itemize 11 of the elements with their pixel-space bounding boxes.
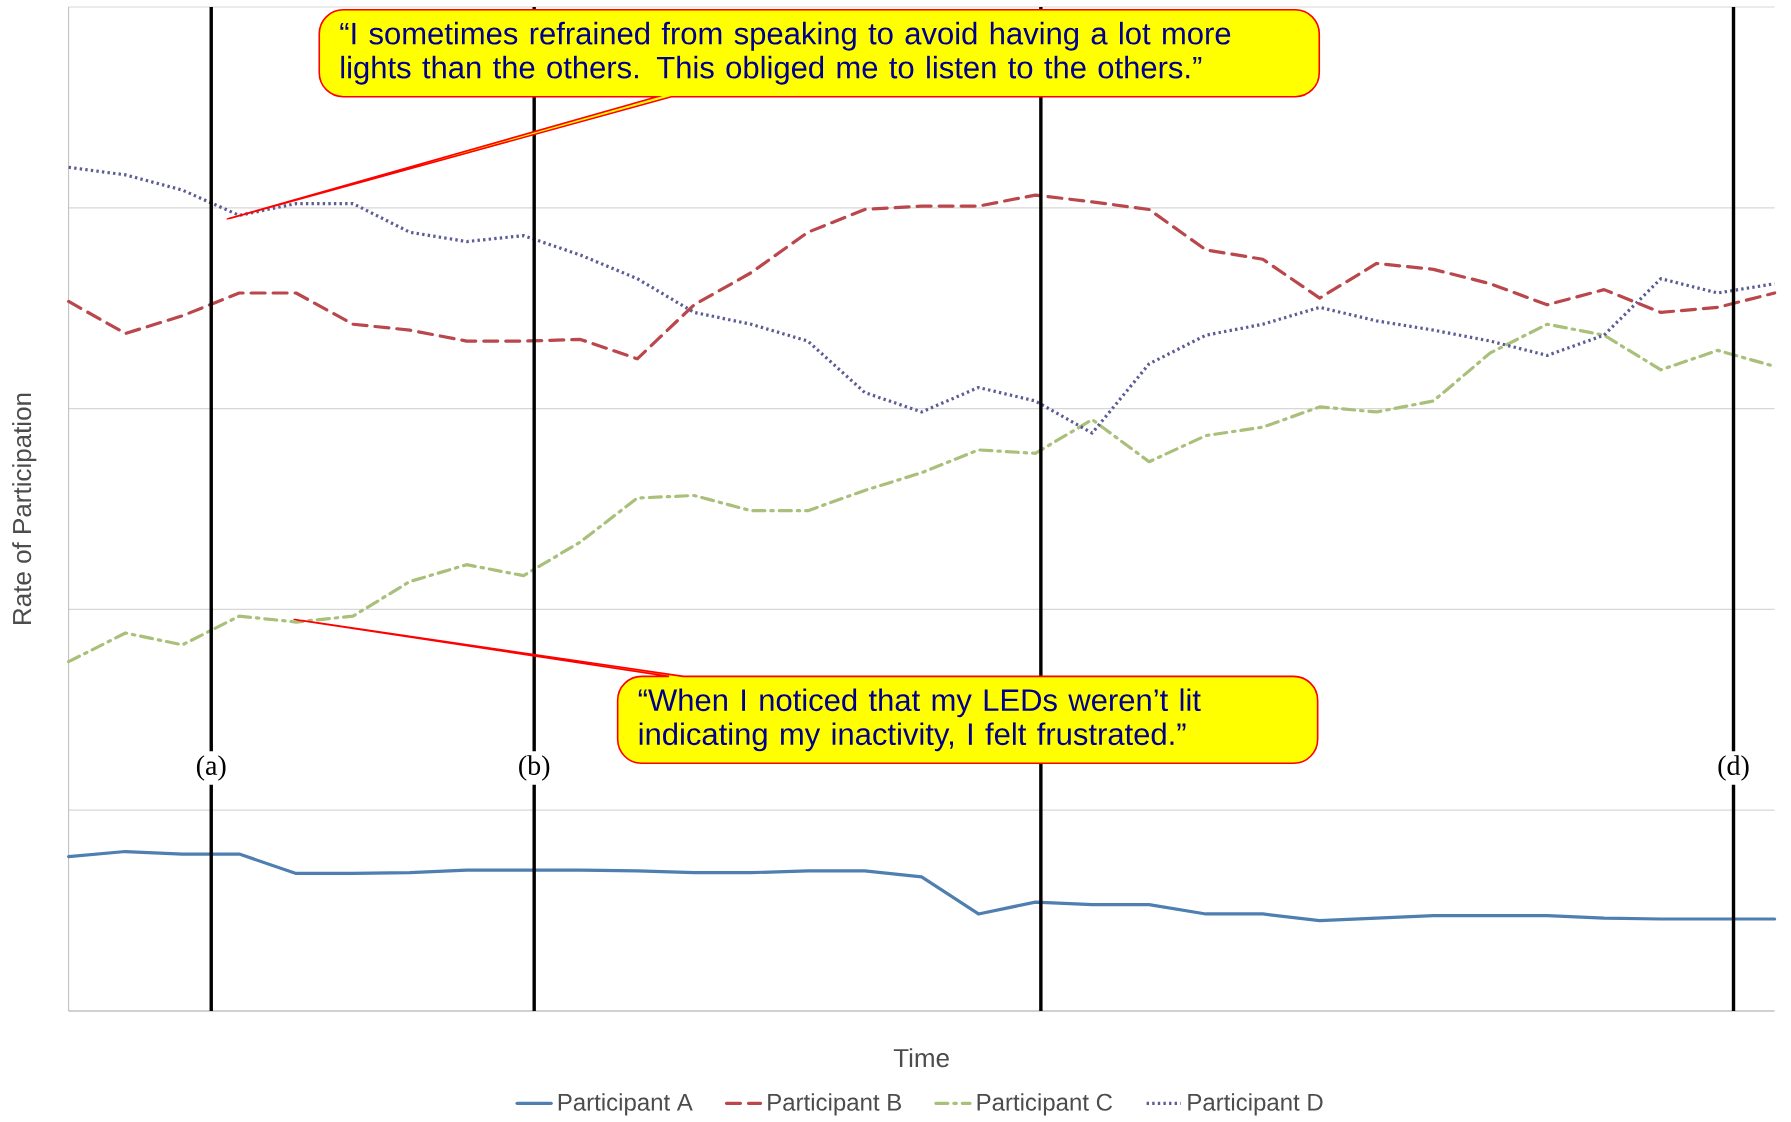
annotation: (a) (196, 755, 226, 781)
legend-label: Participant A (558, 1093, 693, 1116)
annotation: “When I noticed that my LEDs weren’t lit indicating my inactivity, I felt frustrated.” (638, 688, 1201, 752)
x-axis-title: Time (893, 1048, 949, 1068)
legend-label: Participant C (977, 1093, 1113, 1116)
annotation: (d) (1718, 755, 1749, 781)
legend-label: Participant B (768, 1093, 901, 1116)
legend-label: Participant D (1188, 1093, 1323, 1116)
annotation: (b) (519, 755, 550, 781)
text: “I sometimes refrained from speaking to avoid having a lot more lights than the others. This obliged me to listen to the others.” (340, 21, 1231, 85)
y-axis-title: Rate of Participation (12, 393, 37, 624)
